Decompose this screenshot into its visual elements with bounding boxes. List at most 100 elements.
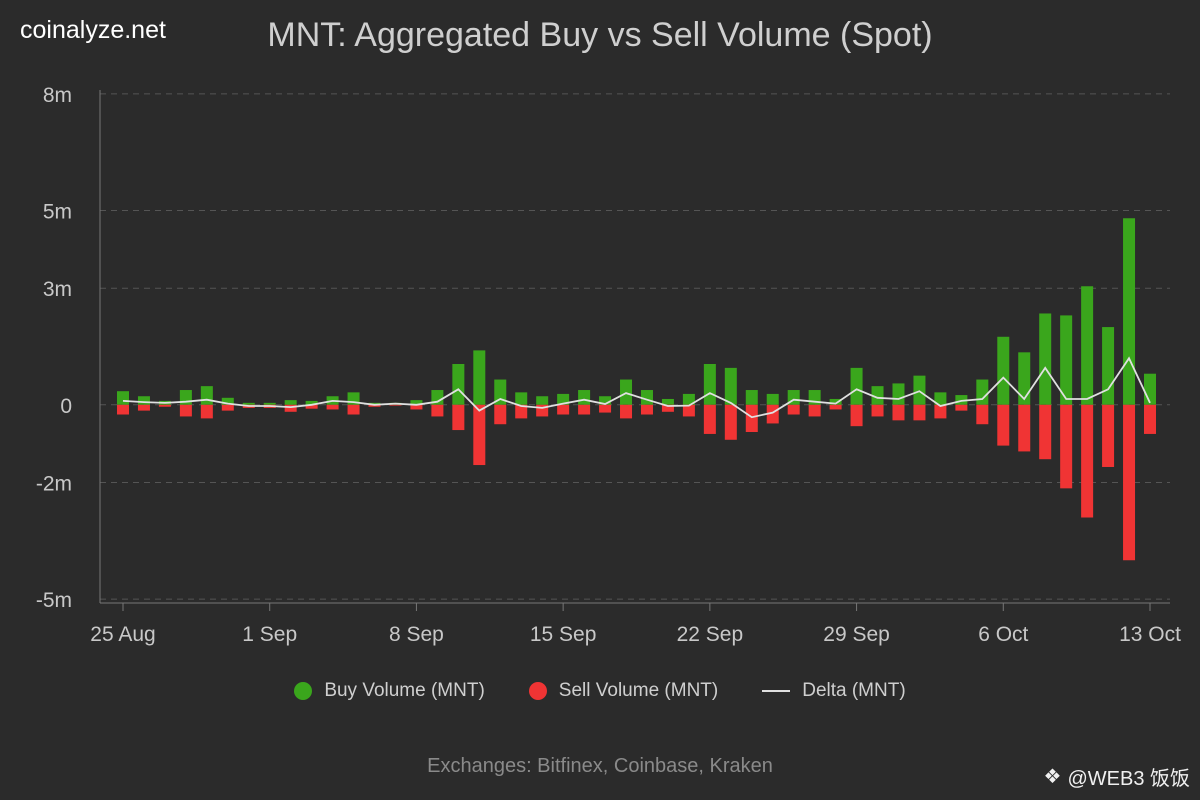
- legend-label-buy: Buy Volume (MNT): [324, 680, 485, 701]
- sell-bar: [1060, 404, 1073, 489]
- buy-bar: [599, 396, 612, 405]
- y-tick-label: 5m: [43, 200, 72, 223]
- buy-bar: [1081, 286, 1094, 405]
- x-tick-label: 1 Sep: [242, 623, 297, 646]
- legend-item-delta[interactable]: Delta (MNT): [762, 680, 906, 702]
- sell-bar: [620, 404, 633, 419]
- sell-bar: [536, 404, 549, 417]
- buy-bar: [934, 392, 947, 405]
- watermark: ❖ @WEB3 饭饭: [1044, 762, 1190, 791]
- sell-bar: [766, 404, 779, 424]
- legend-item-sell[interactable]: Sell Volume (MNT): [528, 680, 719, 702]
- buy-bar: [1039, 313, 1052, 405]
- buy-dot-icon: [294, 682, 313, 700]
- buy-bar: [515, 392, 528, 405]
- buy-bar: [661, 398, 674, 405]
- buy-bar: [284, 400, 297, 405]
- sell-bar: [829, 404, 842, 410]
- sell-bar: [871, 404, 884, 417]
- buy-bar: [892, 383, 905, 405]
- y-tick-label: 3m: [43, 278, 72, 301]
- buy-bar: [431, 390, 444, 405]
- y-tick-label: 0: [60, 395, 72, 418]
- legend-label-delta: Delta (MNT): [802, 680, 906, 701]
- legend-item-buy[interactable]: Buy Volume (MNT): [294, 680, 485, 702]
- buy-bar: [1060, 315, 1073, 405]
- sell-bar: [578, 404, 591, 415]
- buy-bar: [578, 390, 591, 405]
- legend-label-sell: Sell Volume (MNT): [558, 680, 719, 701]
- buy-bar: [871, 386, 884, 405]
- y-tick-label: -2m: [36, 473, 72, 496]
- buy-bar: [850, 367, 863, 405]
- x-tick-label: 15 Sep: [530, 623, 597, 646]
- buy-bar: [745, 390, 758, 405]
- sell-bar: [200, 404, 213, 419]
- x-tick-label: 6 Oct: [978, 623, 1028, 646]
- watermark-text: @WEB3 饭饭: [1067, 768, 1190, 790]
- diamond-logo-icon: ❖: [1043, 766, 1062, 788]
- delta-line-icon: [762, 690, 791, 692]
- sell-bar: [703, 404, 716, 434]
- sell-bar: [1123, 404, 1136, 561]
- sell-bar: [452, 404, 465, 431]
- sell-bar: [997, 404, 1010, 446]
- sell-bar: [724, 404, 737, 440]
- buy-bar: [263, 402, 276, 405]
- delta-line: [122, 356, 1151, 419]
- brand-logo-text[interactable]: coinalyze.net: [20, 16, 166, 44]
- x-tick-label: 29 Sep: [823, 623, 890, 646]
- sell-bar: [494, 404, 507, 425]
- buy-bar: [117, 391, 129, 405]
- buy-bar: [494, 379, 507, 405]
- sell-bar: [1144, 404, 1156, 434]
- sell-bar: [431, 404, 444, 417]
- buy-bar: [955, 395, 968, 405]
- sell-bar: [284, 404, 297, 412]
- x-tick-label: 22 Sep: [677, 623, 744, 646]
- buy-bar: [829, 398, 842, 405]
- sell-bar: [934, 404, 947, 419]
- chart-title: MNT: Aggregated Buy vs Sell Volume (Spot…: [267, 16, 933, 54]
- exchanges-footer: Exchanges: Bitfinex, Coinbase, Kraken: [427, 755, 773, 777]
- buy-bar: [557, 393, 570, 405]
- sell-dot-icon: [528, 682, 547, 700]
- sell-bar: [1102, 404, 1115, 467]
- buy-bar: [221, 397, 234, 405]
- buy-bar: [410, 400, 423, 405]
- legend: Buy Volume (MNT) Sell Volume (MNT) Delta…: [0, 680, 1200, 702]
- sell-bar: [640, 404, 653, 415]
- sell-bar: [557, 404, 570, 415]
- sell-bar: [326, 404, 339, 410]
- sell-bar: [221, 404, 234, 411]
- buy-bar: [368, 402, 381, 405]
- sell-bar: [808, 404, 821, 417]
- buy-bar: [1123, 218, 1136, 405]
- buy-bar: [473, 350, 486, 405]
- sell-bar: [473, 404, 486, 466]
- sell-bar: [515, 404, 528, 419]
- buy-bar: [703, 363, 716, 405]
- buy-bar: [137, 396, 150, 405]
- buy-bar: [766, 393, 779, 405]
- buy-bar: [452, 363, 465, 405]
- sell-bar: [787, 404, 800, 415]
- sell-bar: [305, 404, 318, 409]
- y-tick-label: -5m: [36, 589, 72, 612]
- buy-bar: [200, 386, 213, 405]
- buy-bar: [305, 400, 318, 405]
- sell-bar: [137, 404, 150, 411]
- sell-bar: [682, 404, 695, 417]
- sell-bar: [599, 404, 612, 413]
- buy-bar: [997, 336, 1010, 405]
- buy-bar: [724, 367, 737, 405]
- sell-bar: [410, 404, 423, 410]
- sell-bar: [389, 404, 402, 406]
- sell-bar: [347, 404, 360, 415]
- x-tick-label: 8 Sep: [389, 623, 444, 646]
- x-tick-label: 25 Aug: [90, 623, 155, 646]
- sell-bar: [1018, 404, 1031, 452]
- sell-bar: [892, 404, 905, 421]
